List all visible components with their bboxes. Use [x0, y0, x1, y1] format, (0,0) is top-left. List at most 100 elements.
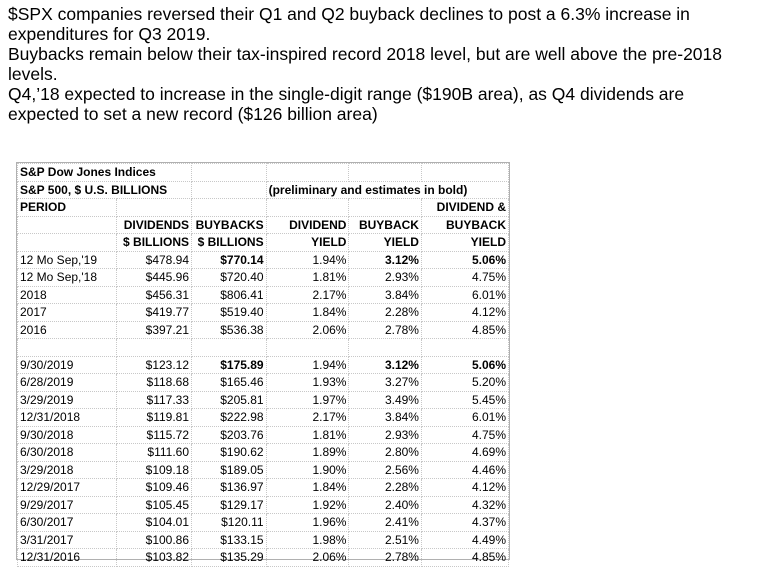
table-row: 3/29/2019 $117.33 $205.81 1.97% 3.49% 5.45%: [16, 390, 510, 409]
table-note: (preliminary and estimates in bold): [265, 180, 510, 199]
cell-total-yield: 6.01%: [420, 408, 510, 427]
cell-buybacks: $720.40: [191, 268, 267, 287]
cell-period: 12 Mo Sep,'18: [16, 268, 118, 287]
cell-bb-yield: 2.78%: [348, 548, 422, 567]
cell-div-yield: 1.94%: [265, 250, 350, 269]
cell-total-yield: 4.69%: [420, 443, 510, 462]
cell-total-yield: 4.46%: [420, 460, 510, 479]
header-period: [16, 215, 118, 234]
cell-bb-yield: 3.27%: [348, 373, 422, 392]
cell-total-yield: 5.45%: [420, 390, 510, 409]
cell-period: 9/30/2019: [16, 355, 118, 374]
cell-period: 3/29/2019: [16, 390, 118, 409]
cell-buybacks: $770.14: [191, 250, 267, 269]
header-dividends: DIVIDENDS: [116, 215, 193, 234]
header-row-1: DIVIDENDS BUYBACKS DIVIDEND BUYBACK BUYBACK: [16, 215, 510, 234]
cell-period: 2016: [16, 320, 118, 339]
table-row: 6/30/2018 $111.60 $190.62 1.89% 2.80% 4.69%: [16, 443, 510, 462]
table-period-row: PERIOD DIVIDEND &: [16, 198, 510, 217]
cell-bb-yield: 2.78%: [348, 320, 422, 339]
cell-dividends: $119.81: [116, 408, 193, 427]
cell-bb-yield: 3.84%: [348, 285, 422, 304]
cell-div-yield: 1.90%: [265, 460, 350, 479]
cell-buybacks: $205.81: [191, 390, 267, 409]
table-row: 12/29/2017 $109.46 $136.97 1.84% 2.28% 4.12%: [16, 478, 510, 497]
cell-buybacks: $133.15: [191, 530, 267, 549]
intro-line-2: Buybacks remain below their tax-inspired…: [8, 44, 723, 84]
cell-total-yield: 5.20%: [420, 373, 510, 392]
cell-bb-yield: 2.56%: [348, 460, 422, 479]
header-bb-yield: BUYBACK: [348, 215, 422, 234]
cell-total-yield: 4.85%: [420, 320, 510, 339]
cell-div-yield: 2.17%: [265, 285, 350, 304]
cell-bb-yield: 2.80%: [348, 443, 422, 462]
cell-buybacks: $806.41: [191, 285, 267, 304]
cell-div-yield: 1.81%: [265, 268, 350, 287]
cell-total-yield: 4.49%: [420, 530, 510, 549]
cell-bb-yield: 2.93%: [348, 425, 422, 444]
cell-total-yield: 4.37%: [420, 513, 510, 532]
cell-dividends: $419.77: [116, 303, 193, 322]
header-buybacks: $ BILLIONS: [191, 233, 267, 252]
cell-div-yield: 1.96%: [265, 513, 350, 532]
header-total-yield: YIELD: [420, 233, 510, 252]
cell-dividends: $100.86: [116, 530, 193, 549]
header-div-yield: YIELD: [265, 233, 350, 252]
cell-total-yield: 4.85%: [420, 548, 510, 567]
cell-buybacks: $129.17: [191, 495, 267, 514]
table-source: S&P Dow Jones Indices: [16, 163, 193, 182]
table-row: 12 Mo Sep,'18 $445.96 $720.40 1.81% 2.93% 4.7…: [16, 268, 510, 287]
cell-buybacks: $190.62: [191, 443, 267, 462]
cell-period: 12 Mo Sep,'19: [16, 250, 118, 269]
header-total-yield: BUYBACK: [420, 215, 510, 234]
table-row: 6/28/2019 $118.68 $165.46 1.93% 3.27% 5.20%: [16, 373, 510, 392]
cell-period: 9/29/2017: [16, 495, 118, 514]
cell-total-yield: 4.12%: [420, 303, 510, 322]
cell-div-yield: 1.93%: [265, 373, 350, 392]
cell-div-yield: 1.84%: [265, 478, 350, 497]
cell-dividends: $117.33: [116, 390, 193, 409]
table-row: 9/30/2018 $115.72 $203.76 1.81% 2.93% 4.75%: [16, 425, 510, 444]
cell-dividends: $115.72: [116, 425, 193, 444]
cell-bb-yield: 3.12%: [348, 355, 422, 374]
table-row: 2016 $397.21 $536.38 2.06% 2.78% 4.85%: [16, 320, 510, 339]
cell-buybacks: $120.11: [191, 513, 267, 532]
table-subtitle: S&P 500, $ U.S. BILLIONS: [16, 180, 193, 199]
cell-buybacks: $175.89: [191, 355, 267, 374]
cell-total-yield: 4.75%: [420, 425, 510, 444]
cell-dividends: $105.45: [116, 495, 193, 514]
intro-text: $SPX companies reversed their Q1 and Q2 …: [8, 4, 758, 124]
cell-period: 3/31/2017: [16, 530, 118, 549]
cell-bb-yield: 2.93%: [348, 268, 422, 287]
header-row-2: $ BILLIONS $ BILLIONS YIELD YIELD YIELD: [16, 233, 510, 252]
cell-div-yield: 1.81%: [265, 425, 350, 444]
header-period: [16, 233, 118, 252]
table-row: 9/29/2017 $105.45 $129.17 1.92% 2.40% 4.32%: [16, 495, 510, 514]
cell-buybacks: $189.05: [191, 460, 267, 479]
cell-dividends: $445.96: [116, 268, 193, 287]
cell-div-yield: 1.84%: [265, 303, 350, 322]
cell-div-yield: 2.06%: [265, 320, 350, 339]
cell-dividends: $478.94: [116, 250, 193, 269]
cell-div-yield: 1.94%: [265, 355, 350, 374]
table-row: 12/31/2016 $103.82 $135.29 2.06% 2.78% 4.85%: [16, 548, 510, 567]
cell-buybacks: $519.40: [191, 303, 267, 322]
table-row: 12/31/2018 $119.81 $222.98 2.17% 3.84% 6.01%: [16, 408, 510, 427]
cell-period: 9/30/2018: [16, 425, 118, 444]
cell-dividends: $118.68: [116, 373, 193, 392]
cell-period: 2018: [16, 285, 118, 304]
cell-bb-yield: 3.12%: [348, 250, 422, 269]
table-row: 3/31/2017 $100.86 $133.15 1.98% 2.51% 4.49%: [16, 530, 510, 549]
cell-bb-yield: 3.49%: [348, 390, 422, 409]
table-row: 2018 $456.31 $806.41 2.17% 3.84% 6.01%: [16, 285, 510, 304]
cell-bb-yield: 2.28%: [348, 303, 422, 322]
cell-dividends: $397.21: [116, 320, 193, 339]
cell-div-yield: 1.89%: [265, 443, 350, 462]
cell-buybacks: $203.76: [191, 425, 267, 444]
cell-buybacks: $536.38: [191, 320, 267, 339]
cell-total-yield: 6.01%: [420, 285, 510, 304]
period-label: PERIOD: [16, 198, 118, 217]
table-row: 6/30/2017 $104.01 $120.11 1.96% 2.41% 4.37%: [16, 513, 510, 532]
intro-line-3: Q4,’18 expected to increase in the singl…: [8, 84, 685, 124]
cell-div-yield: 1.92%: [265, 495, 350, 514]
